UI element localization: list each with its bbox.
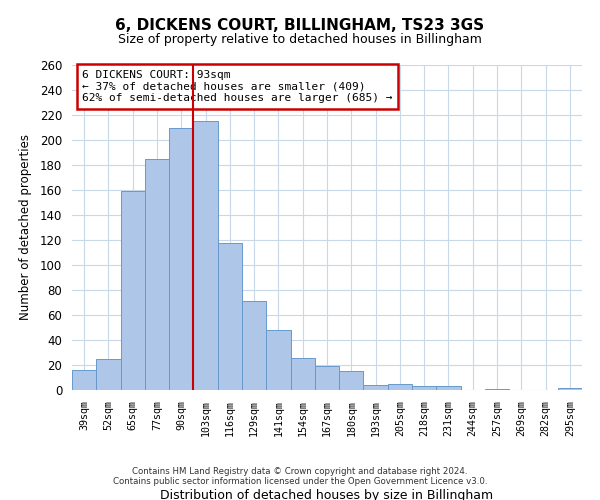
Text: 6 DICKENS COURT: 93sqm
← 37% of detached houses are smaller (409)
62% of semi-de: 6 DICKENS COURT: 93sqm ← 37% of detached… [82, 70, 392, 103]
Bar [436, 386, 461, 390]
Bar [388, 384, 412, 390]
Bar [242, 301, 266, 390]
Bar [266, 330, 290, 390]
Text: 6, DICKENS COURT, BILLINGHAM, TS23 3GS: 6, DICKENS COURT, BILLINGHAM, TS23 3GS [115, 18, 485, 32]
X-axis label: Distribution of detached houses by size in Billingham: Distribution of detached houses by size … [160, 488, 494, 500]
Bar [485, 389, 509, 390]
Bar [412, 386, 436, 390]
Bar [72, 370, 96, 390]
Text: Contains HM Land Registry data © Crown copyright and database right 2024.: Contains HM Land Registry data © Crown c… [132, 467, 468, 476]
Bar [558, 388, 582, 390]
Bar [315, 366, 339, 390]
Bar [339, 371, 364, 390]
Bar [193, 121, 218, 390]
Bar [218, 242, 242, 390]
Bar [145, 159, 169, 390]
Bar [169, 128, 193, 390]
Y-axis label: Number of detached properties: Number of detached properties [19, 134, 32, 320]
Bar [96, 359, 121, 390]
Text: Size of property relative to detached houses in Billingham: Size of property relative to detached ho… [118, 32, 482, 46]
Bar [121, 191, 145, 390]
Bar [290, 358, 315, 390]
Bar [364, 385, 388, 390]
Text: Contains public sector information licensed under the Open Government Licence v3: Contains public sector information licen… [113, 477, 487, 486]
